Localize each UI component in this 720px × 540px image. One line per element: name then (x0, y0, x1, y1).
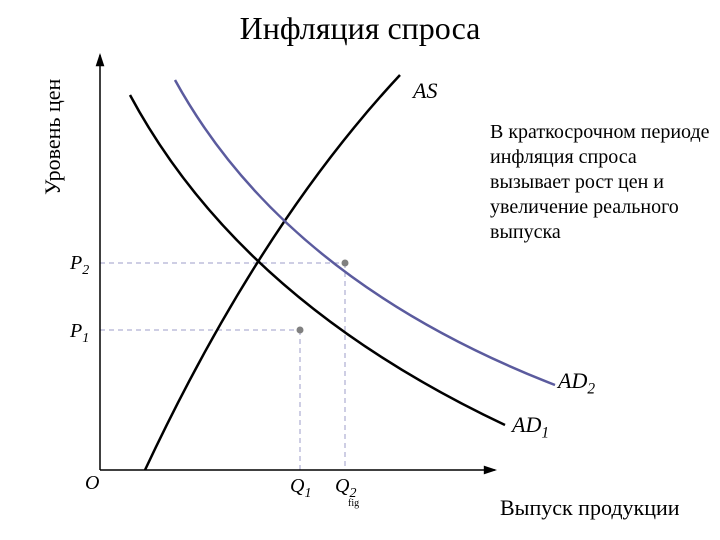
p1-label: P1 (70, 320, 89, 347)
p2-label: P2 (70, 252, 89, 279)
description-text: В краткосрочном периоде инфляция спроса … (490, 120, 710, 245)
intersection-1 (297, 327, 304, 334)
ad2-curve-label: AD2 (558, 368, 595, 398)
origin-label: O (85, 472, 99, 495)
ad1-curve-label: AD1 (512, 412, 549, 442)
fig-note: fig (348, 498, 359, 509)
chart-svg (0, 0, 720, 540)
intersection-2 (342, 260, 349, 267)
as-curve (145, 75, 400, 470)
y-axis-arrow (96, 53, 105, 66)
ad1-curve (130, 95, 505, 425)
as-curve-label: AS (413, 78, 437, 104)
q1-label: Q1 (290, 475, 311, 502)
x-axis-arrow (484, 466, 497, 475)
